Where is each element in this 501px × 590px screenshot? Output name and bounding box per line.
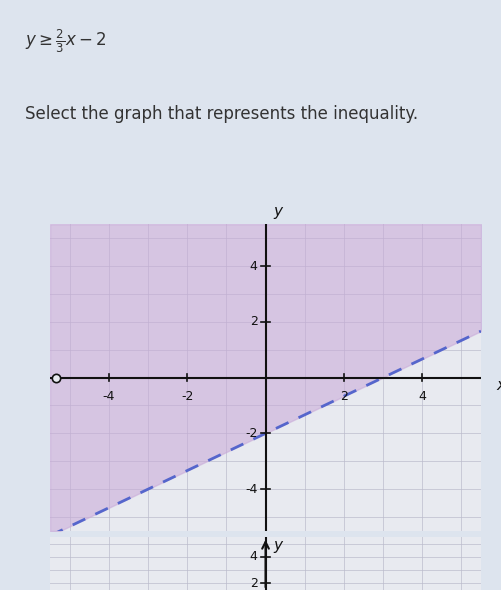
Text: -2: -2 bbox=[245, 427, 258, 440]
Text: -4: -4 bbox=[245, 483, 258, 496]
Text: 4: 4 bbox=[250, 550, 258, 563]
Text: -4: -4 bbox=[103, 390, 115, 403]
Text: Select the graph that represents the inequality.: Select the graph that represents the ine… bbox=[25, 105, 418, 123]
Text: 2: 2 bbox=[250, 577, 258, 590]
Text: 2: 2 bbox=[340, 390, 348, 403]
Text: y: y bbox=[274, 204, 283, 219]
Text: 2: 2 bbox=[250, 315, 258, 328]
Text: 4: 4 bbox=[418, 390, 426, 403]
Text: -2: -2 bbox=[181, 390, 193, 403]
Text: x: x bbox=[496, 378, 501, 394]
Text: 4: 4 bbox=[250, 260, 258, 273]
Text: $y \geq \frac{2}{3}x - 2$: $y \geq \frac{2}{3}x - 2$ bbox=[25, 27, 106, 55]
Text: y: y bbox=[274, 538, 283, 553]
